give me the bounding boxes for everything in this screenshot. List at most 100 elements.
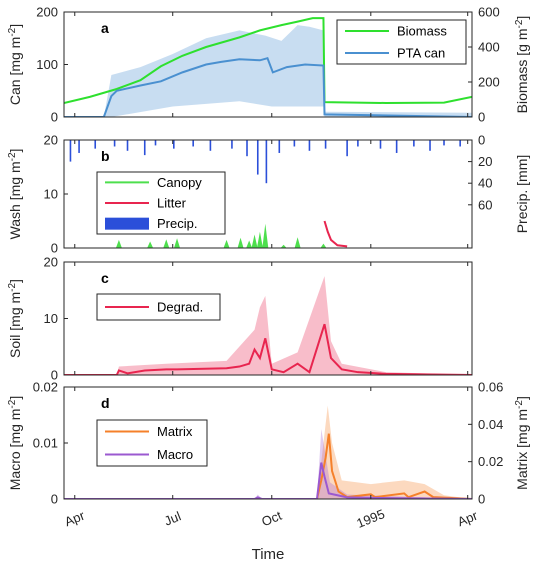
y-right-tick-label: 40 — [478, 176, 492, 191]
legend-box — [96, 419, 208, 467]
y-right-tick-label: 600 — [478, 5, 500, 20]
legend-b: Canopy Litter Precip. — [96, 171, 226, 235]
bar-precip--5 — [143, 140, 146, 156]
line-macro — [64, 462, 472, 499]
legend-label: Degrad. — [157, 300, 203, 315]
legend-d: Matrix Macro — [96, 419, 208, 467]
bar-precip--24 — [443, 140, 445, 146]
y-right-tick-label: 60 — [478, 197, 492, 212]
legend-swatch — [105, 217, 149, 230]
bar-precip--3 — [113, 140, 116, 147]
bar-precip--10 — [231, 140, 233, 149]
x-tick-label: Oct — [259, 508, 284, 530]
y-tick-label: 0 — [51, 110, 58, 125]
area-canopy-8 — [256, 231, 263, 248]
line-degrad- — [64, 323, 472, 375]
y-tick-label: 10 — [44, 187, 58, 202]
bar-precip--9 — [209, 140, 212, 151]
area-canopy-11 — [294, 237, 301, 248]
y-tick-label: 0.01 — [33, 436, 58, 451]
y-axis-label-c: Soil [mg m-2] — [7, 279, 24, 358]
bar-precip--23 — [429, 140, 431, 151]
y-tick-label: 20 — [44, 133, 58, 148]
bar-precip--16 — [308, 140, 311, 151]
area-canopy-2 — [163, 239, 170, 248]
y-right-tick-label: 0.04 — [478, 417, 503, 432]
y-right-tick-label: 0 — [478, 110, 485, 125]
y-right-tick-label: 0 — [478, 492, 485, 507]
bar-precip--2 — [94, 140, 97, 149]
y-tick-label: 0 — [51, 492, 58, 507]
line-biomass — [64, 17, 472, 105]
area-canopy-12 — [320, 243, 327, 248]
panel-c: 0 10 20 Soil [mg m-2] c Degrad. — [7, 255, 473, 383]
bar-precip--0 — [69, 140, 72, 162]
x-tick-label: Jul — [162, 508, 183, 528]
bar-precip--18 — [346, 140, 348, 157]
x-tick-label: Apr — [62, 508, 87, 530]
y-right-tick-label: 0.06 — [478, 380, 503, 395]
plot-area-c — [64, 276, 472, 375]
legend-label: Precip. — [157, 216, 197, 231]
bar-precip--12 — [256, 140, 259, 175]
legend-label: Canopy — [157, 175, 202, 190]
area-canopy-9 — [262, 223, 269, 248]
bar-precip--22 — [413, 140, 415, 147]
y-right-tick-label: 0 — [478, 133, 485, 148]
y-tick-label: 100 — [36, 57, 58, 72]
panel-letter: a — [101, 20, 109, 36]
bar-precip--25 — [459, 140, 461, 147]
plot-area-d — [64, 405, 472, 499]
legend-label: Macro — [157, 447, 193, 462]
area-canopy-1 — [147, 241, 154, 248]
y-axis-label-right-d: Matrix [mg m-2] — [514, 396, 531, 490]
y-axis-label-right-b: Precip. [mm] — [514, 155, 530, 234]
line-litter — [323, 220, 348, 248]
y-axis-label-right-a: Biomass [g m-2] — [514, 16, 531, 114]
y-tick-label: 0 — [51, 241, 58, 256]
x-tick-label: Apr — [455, 508, 480, 530]
bar-precip--17 — [324, 140, 327, 149]
plot-area-a — [64, 17, 472, 117]
panel-d: 0 0.01 0.02 0 0.02 0.04 0.06 Macro [mg m-2] Matr… — [7, 380, 531, 507]
bar-precip--19 — [357, 140, 359, 147]
area-canopy-4 — [223, 239, 230, 248]
plot-area-b — [69, 140, 461, 248]
y-tick-label: 0.02 — [33, 380, 58, 395]
panel-letter: b — [101, 148, 110, 164]
panel-a: 0 100 200 0 200 400 600 Can [mg m-2] Biomass [g … — [7, 5, 531, 125]
panel-letter: c — [101, 270, 109, 286]
bar-precip--4 — [126, 140, 129, 151]
area-canopy-10 — [280, 244, 287, 248]
bar-precip--14 — [278, 140, 281, 153]
y-tick-label: 20 — [44, 255, 58, 270]
y-right-tick-label: 400 — [478, 40, 500, 55]
legend-label: Litter — [157, 196, 187, 211]
bar-precip--8 — [192, 140, 194, 147]
legend-label: Biomass — [397, 24, 447, 39]
bar-precip--11 — [246, 140, 248, 157]
bar-precip--1 — [78, 140, 80, 153]
x-axis-label: Time — [252, 546, 285, 563]
y-axis-label-b: Wash [mg m-2] — [7, 149, 24, 240]
y-tick-label: 0 — [51, 368, 58, 383]
y-right-tick-label: 20 — [478, 154, 492, 169]
y-right-tick-label: 200 — [478, 75, 500, 90]
line-pta-can — [64, 56, 472, 117]
y-right-tick-label: 0.02 — [478, 454, 503, 469]
band-matrix — [64, 405, 472, 499]
area-canopy-6 — [246, 240, 253, 248]
area-canopy-3 — [174, 238, 181, 248]
bar-precip--6 — [154, 140, 157, 146]
y-tick-label: 200 — [36, 5, 58, 20]
legend-a: Biomass PTA can — [336, 19, 467, 65]
legend-box — [336, 19, 467, 65]
bar-precip--13 — [265, 140, 268, 184]
area-canopy-5 — [237, 237, 244, 248]
y-axis-label-a: Can [mg m-2] — [7, 24, 24, 105]
legend-c: Degrad. — [96, 293, 221, 321]
legend-label: Matrix — [157, 424, 193, 439]
area-canopy-7 — [251, 234, 258, 248]
x-axis: Apr Jul Oct 1995 Apr Time — [62, 506, 480, 563]
bar-precip--20 — [379, 140, 382, 149]
